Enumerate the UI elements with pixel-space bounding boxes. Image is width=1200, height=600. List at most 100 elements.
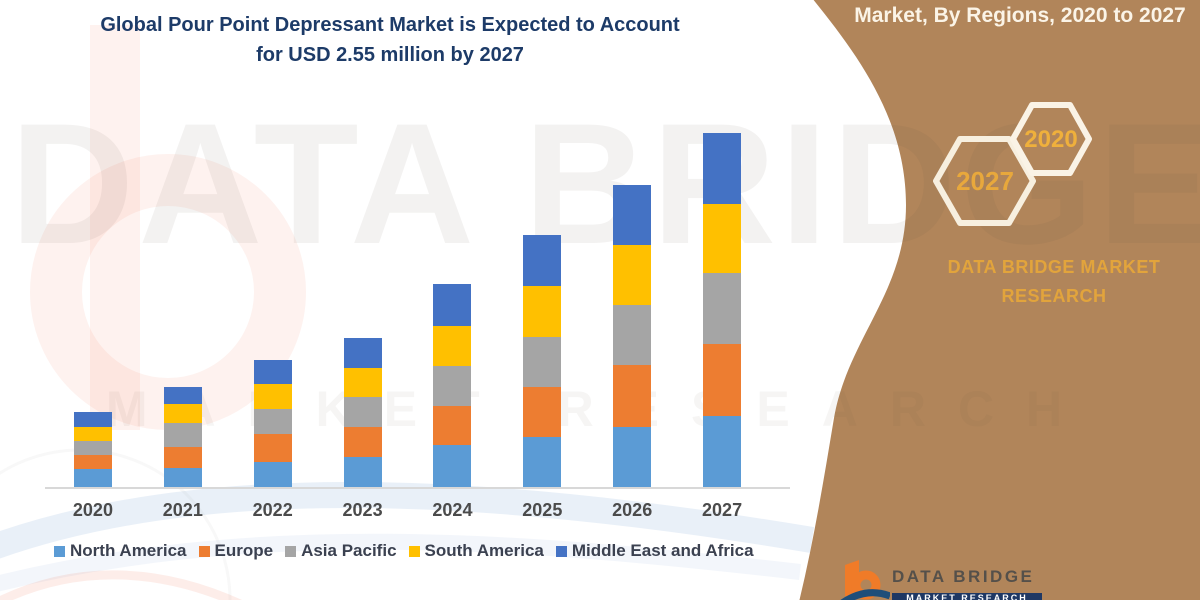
legend-label: North America <box>70 541 187 560</box>
side-panel-fill <box>799 0 1200 600</box>
bar-column-2023 <box>318 127 408 487</box>
legend-label: Asia Pacific <box>301 541 397 560</box>
bar-segment-2021-europe <box>163 447 202 468</box>
footer-blue-swoosh <box>840 589 890 600</box>
x-axis-label-2024: 2024 <box>432 500 473 520</box>
watermark-b-stem <box>90 25 140 430</box>
bar-segment-2026-asia-pacific <box>613 305 652 365</box>
hexagon-badges: 2027 2020 <box>933 102 1092 226</box>
brand-text-line2: RESEARCH <box>1001 286 1107 306</box>
stacked-bar-2020 <box>73 412 112 487</box>
stacked-bar-2025 <box>523 235 562 487</box>
bar-column-2026 <box>587 127 677 487</box>
bar-segment-2021-south-america <box>163 404 202 423</box>
bar-segment-2020-north-america <box>73 469 112 487</box>
bar-segment-2022-south-america <box>253 384 292 409</box>
x-axis-label-2027: 2027 <box>702 500 743 520</box>
bars-row <box>48 127 767 487</box>
bar-segment-2026-middle-east-and-africa <box>613 185 652 245</box>
x-axis-label-2020: 2020 <box>72 500 113 520</box>
bar-segment-2021-middle-east-and-africa <box>163 387 202 404</box>
stacked-bar-2023 <box>343 338 382 487</box>
legend-item-asia-pacific: Asia Pacific <box>285 541 397 561</box>
legend-item-europe: Europe <box>198 541 273 561</box>
chart-title: Global Pour Point Depressant Market is E… <box>40 10 740 70</box>
bar-column-2027 <box>677 127 767 487</box>
bar-column-2021 <box>138 127 228 487</box>
bar-segment-2027-middle-east-and-africa <box>703 133 742 204</box>
watermark-blue-swoosh <box>0 482 815 559</box>
bar-segment-2023-europe <box>343 427 382 457</box>
hexagon-2020 <box>1010 102 1092 176</box>
bar-column-2025 <box>497 127 587 487</box>
bar-segment-2023-south-america <box>343 368 382 397</box>
stacked-bar-2021 <box>163 387 202 487</box>
bar-segment-2023-north-america <box>343 457 382 487</box>
stacked-bar-2026 <box>613 185 652 487</box>
bar-segment-2020-asia-pacific <box>73 441 112 455</box>
hexagon-2027-label: 2027 <box>956 166 1014 196</box>
stacked-bar-2022 <box>253 360 292 487</box>
x-axis-label-2023: 2023 <box>342 500 383 520</box>
stacked-bar-2027 <box>703 133 742 487</box>
legend-label: South America <box>424 541 544 560</box>
bar-segment-2027-europe <box>703 344 742 416</box>
legend-swatch-icon <box>54 545 65 557</box>
watermark-blue-swoosh-2 <box>0 533 801 592</box>
chart-title-line1: Global Pour Point Depressant Market is E… <box>100 14 680 36</box>
bar-segment-2027-asia-pacific <box>703 273 742 344</box>
footer-logo-icon <box>840 560 890 600</box>
x-axis-line <box>45 487 790 489</box>
footer-logo-subtext: MARKET RESEARCH <box>892 593 1042 600</box>
bar-segment-2026-north-america <box>613 427 652 487</box>
legend-item-middle-east-and-africa: Middle East and Africa <box>555 541 754 561</box>
footer-logo-name: DATA BRIDGE <box>892 567 1035 586</box>
legend-item-south-america: South America <box>408 541 544 561</box>
x-axis-label-2025: 2025 <box>522 500 563 520</box>
legend-item-north-america: North America <box>54 541 187 561</box>
bar-column-2024 <box>408 127 498 487</box>
bar-segment-2026-europe <box>613 365 652 427</box>
bar-segment-2025-north-america <box>523 437 562 487</box>
hexagon-2020-label: 2020 <box>1024 126 1077 153</box>
watermark-red-curve <box>0 570 242 600</box>
bar-segment-2020-south-america <box>73 427 112 441</box>
legend-swatch-icon <box>408 545 420 557</box>
bar-segment-2022-north-america <box>253 462 292 487</box>
bar-segment-2027-south-america <box>703 204 742 273</box>
bar-segment-2020-middle-east-and-africa <box>73 412 112 427</box>
chart-title-line2: for USD 2.55 million by 2027 <box>256 44 524 66</box>
bar-segment-2020-europe <box>73 455 112 469</box>
legend-label: Middle East and Africa <box>571 541 754 560</box>
bar-column-2020 <box>48 127 138 487</box>
bar-segment-2025-asia-pacific <box>523 337 562 387</box>
bar-segment-2023-middle-east-and-africa <box>343 338 382 368</box>
bar-segment-2022-asia-pacific <box>253 409 292 434</box>
bar-segment-2021-asia-pacific <box>163 423 202 447</box>
bar-segment-2022-europe <box>253 434 292 462</box>
x-axis-label-2021: 2021 <box>162 500 203 520</box>
legend-swatch-icon <box>198 545 210 557</box>
bar-segment-2027-north-america <box>703 416 742 487</box>
bar-segment-2022-middle-east-and-africa <box>253 360 292 384</box>
year-row: 2020 2021 2022 2023 2024 2025 2026 2027 <box>48 500 767 521</box>
legend-swatch-icon <box>555 545 567 557</box>
panel-heading: Market, By Regions, 2020 to 2027 <box>854 4 1186 27</box>
bar-segment-2021-north-america <box>163 468 202 487</box>
bar-segment-2024-asia-pacific <box>433 366 472 406</box>
legend-swatch-icon <box>285 545 297 557</box>
bar-segment-2024-middle-east-and-africa <box>433 284 472 326</box>
brand-text-line1: DATA BRIDGE MARKET <box>947 257 1161 277</box>
stacked-bar-2024 <box>433 284 472 487</box>
watermark-text-databridge: DATA BRIDGE <box>10 88 1200 280</box>
bar-segment-2024-europe <box>433 406 472 445</box>
bar-segment-2025-south-america <box>523 286 562 337</box>
x-axis-label-2022: 2022 <box>252 500 293 520</box>
bar-segment-2024-north-america <box>433 445 472 487</box>
brand-text: DATA BRIDGE MARKET RESEARCH <box>930 253 1178 311</box>
bar-segment-2025-europe <box>523 387 562 437</box>
x-axis-label-2026: 2026 <box>612 500 653 520</box>
